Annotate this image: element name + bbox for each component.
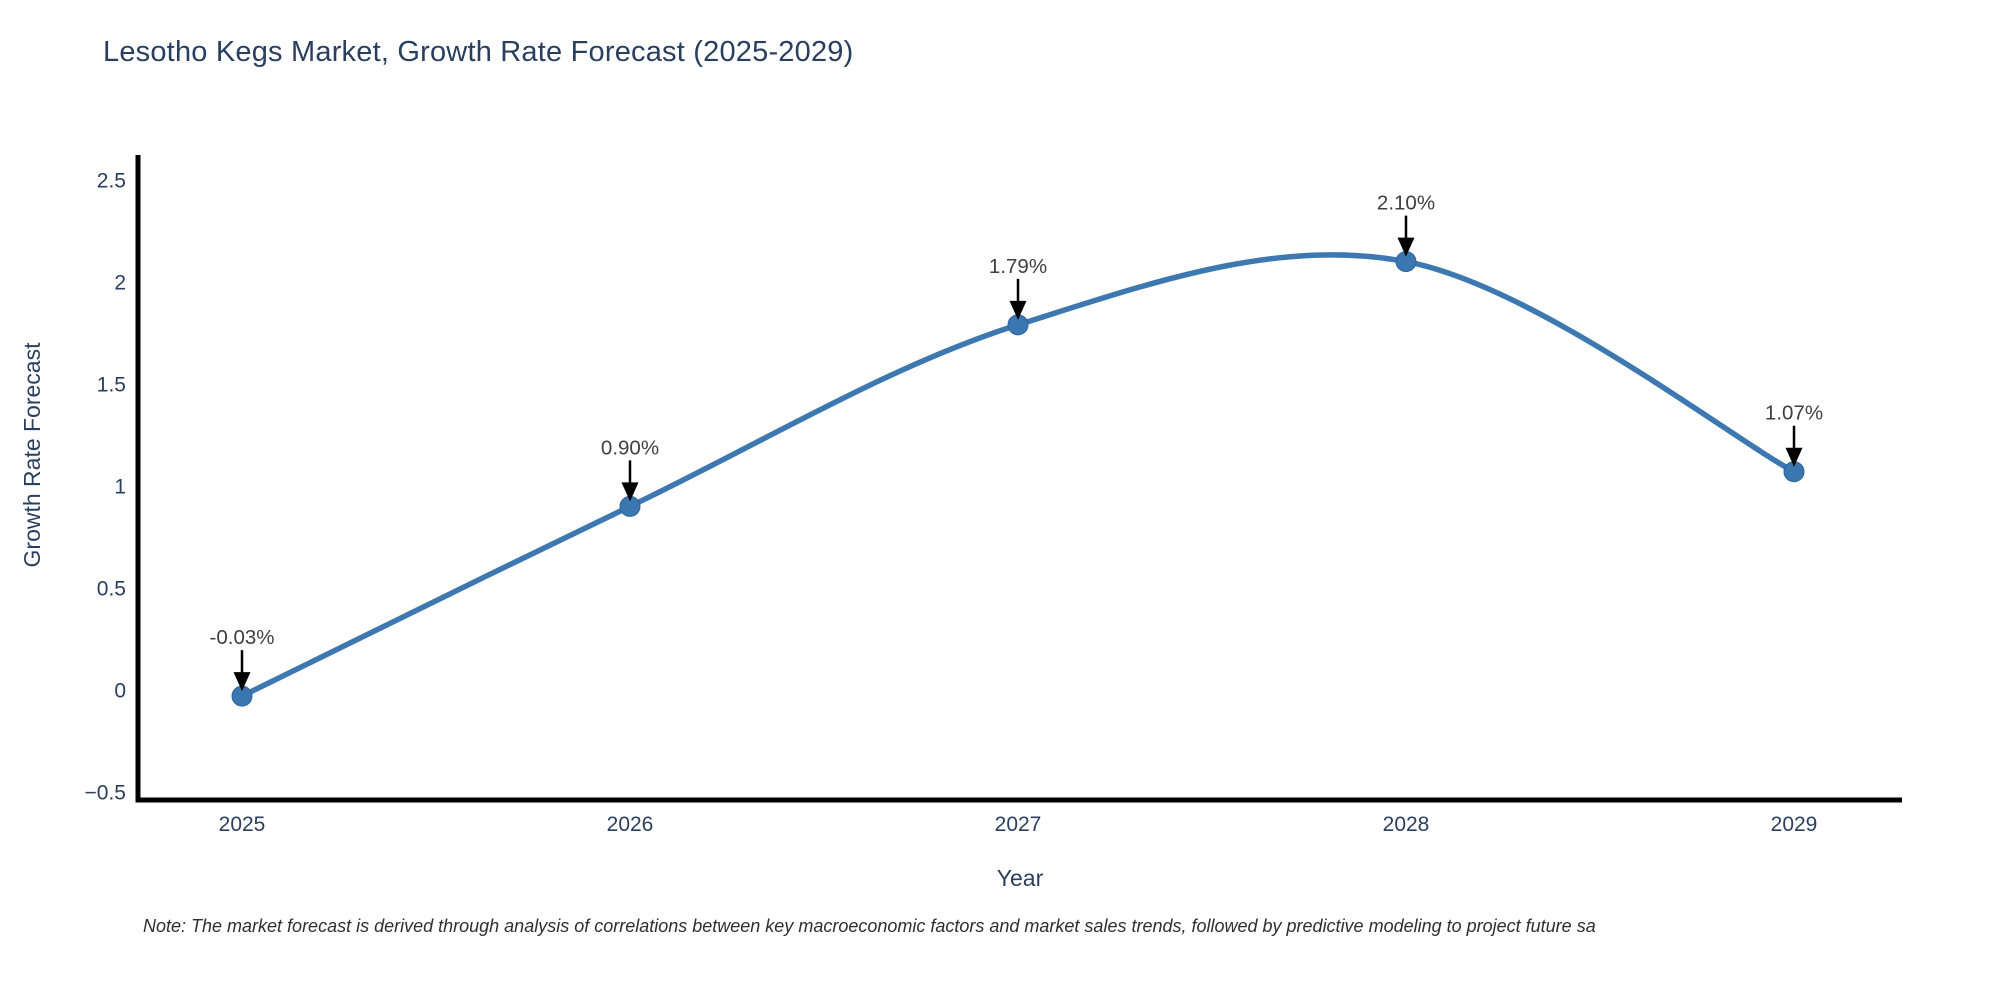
annotation-label: 1.07% — [1765, 402, 1823, 425]
annotation-label: 0.90% — [601, 436, 659, 459]
y-tick-label: 2 — [114, 272, 126, 295]
annotation-arrowhead — [1397, 237, 1415, 257]
annotation-label: 2.10% — [1377, 192, 1435, 215]
y-axis-title: Growth Rate Forecast — [19, 342, 45, 568]
annotation-label: -0.03% — [210, 626, 275, 649]
annotation-label: 1.79% — [989, 255, 1047, 278]
y-tick-label: 0.5 — [97, 578, 126, 601]
x-tick-label: 2028 — [1383, 813, 1430, 836]
y-tick-label: −0.5 — [85, 782, 126, 805]
x-axis-title: Year — [997, 865, 1044, 891]
x-tick-label: 2026 — [607, 813, 654, 836]
annotation-arrowhead — [1785, 447, 1803, 467]
y-tick-label: 1 — [114, 476, 126, 499]
annotation-arrowhead — [233, 672, 251, 692]
x-tick-label: 2025 — [219, 813, 266, 836]
annotation-arrowhead — [1009, 300, 1027, 320]
x-tick-label: 2029 — [1771, 813, 1818, 836]
annotation-arrowhead — [621, 482, 639, 502]
y-tick-label: 2.5 — [97, 170, 126, 193]
x-tick-label: 2027 — [995, 813, 1042, 836]
footnote: Note: The market forecast is derived thr… — [143, 916, 1596, 936]
y-tick-label: 0 — [114, 680, 126, 703]
y-tick-label: 1.5 — [97, 374, 126, 397]
chart-title: Lesotho Kegs Market, Growth Rate Forecas… — [103, 36, 854, 68]
